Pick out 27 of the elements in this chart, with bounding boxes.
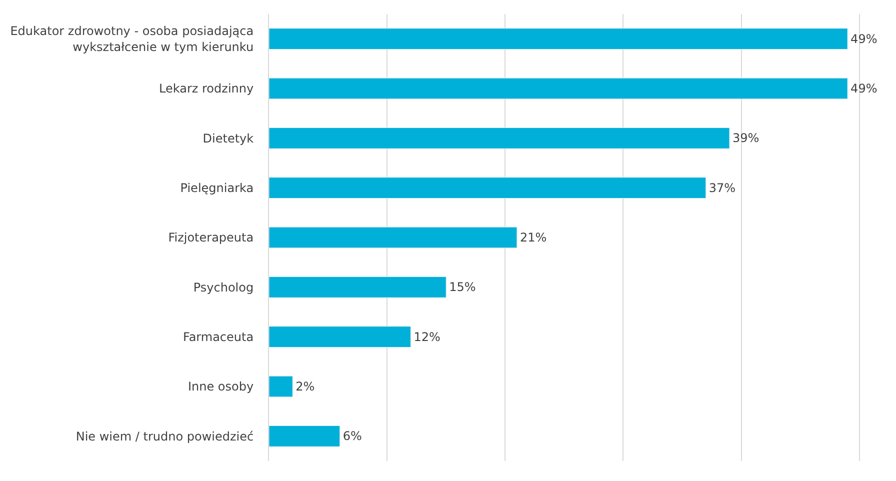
y-tick-label: Edukator zdrowotny - osoba posiadająca wykształcenie w tym kierunku: [10, 24, 254, 54]
data-label: 39%: [732, 131, 760, 146]
data-label: 37%: [708, 180, 736, 195]
data-label: 49%: [850, 82, 878, 96]
data-label: 2%: [296, 380, 315, 394]
y-tick-label: Inne osoby: [188, 380, 254, 394]
bar: [269, 226, 518, 248]
bar: [269, 276, 446, 298]
y-tick-label: Dietetyk: [202, 131, 254, 146]
bar: [269, 326, 411, 348]
y-tick-label: Pielęgniarka: [180, 181, 254, 196]
data-label: 15%: [449, 280, 476, 294]
y-tick-label: Farmaceuta: [183, 330, 254, 344]
bar: [269, 78, 848, 100]
y-tick-label: Lekarz rodzinny: [159, 82, 254, 96]
bar: [269, 28, 848, 50]
y-tick-label: Psycholog: [193, 280, 254, 294]
bar: [269, 177, 706, 199]
data-label: 21%: [520, 230, 547, 244]
bar: [269, 425, 340, 447]
data-label: 49%: [850, 32, 878, 46]
y-tick-label: Nie wiem / trudno powiedzieć: [76, 429, 254, 444]
data-label: 12%: [414, 330, 440, 344]
bar: [269, 376, 293, 398]
data-label: 6%: [342, 429, 362, 444]
bar: [269, 127, 730, 149]
y-tick-label: Fizjoterapeuta: [168, 230, 254, 245]
